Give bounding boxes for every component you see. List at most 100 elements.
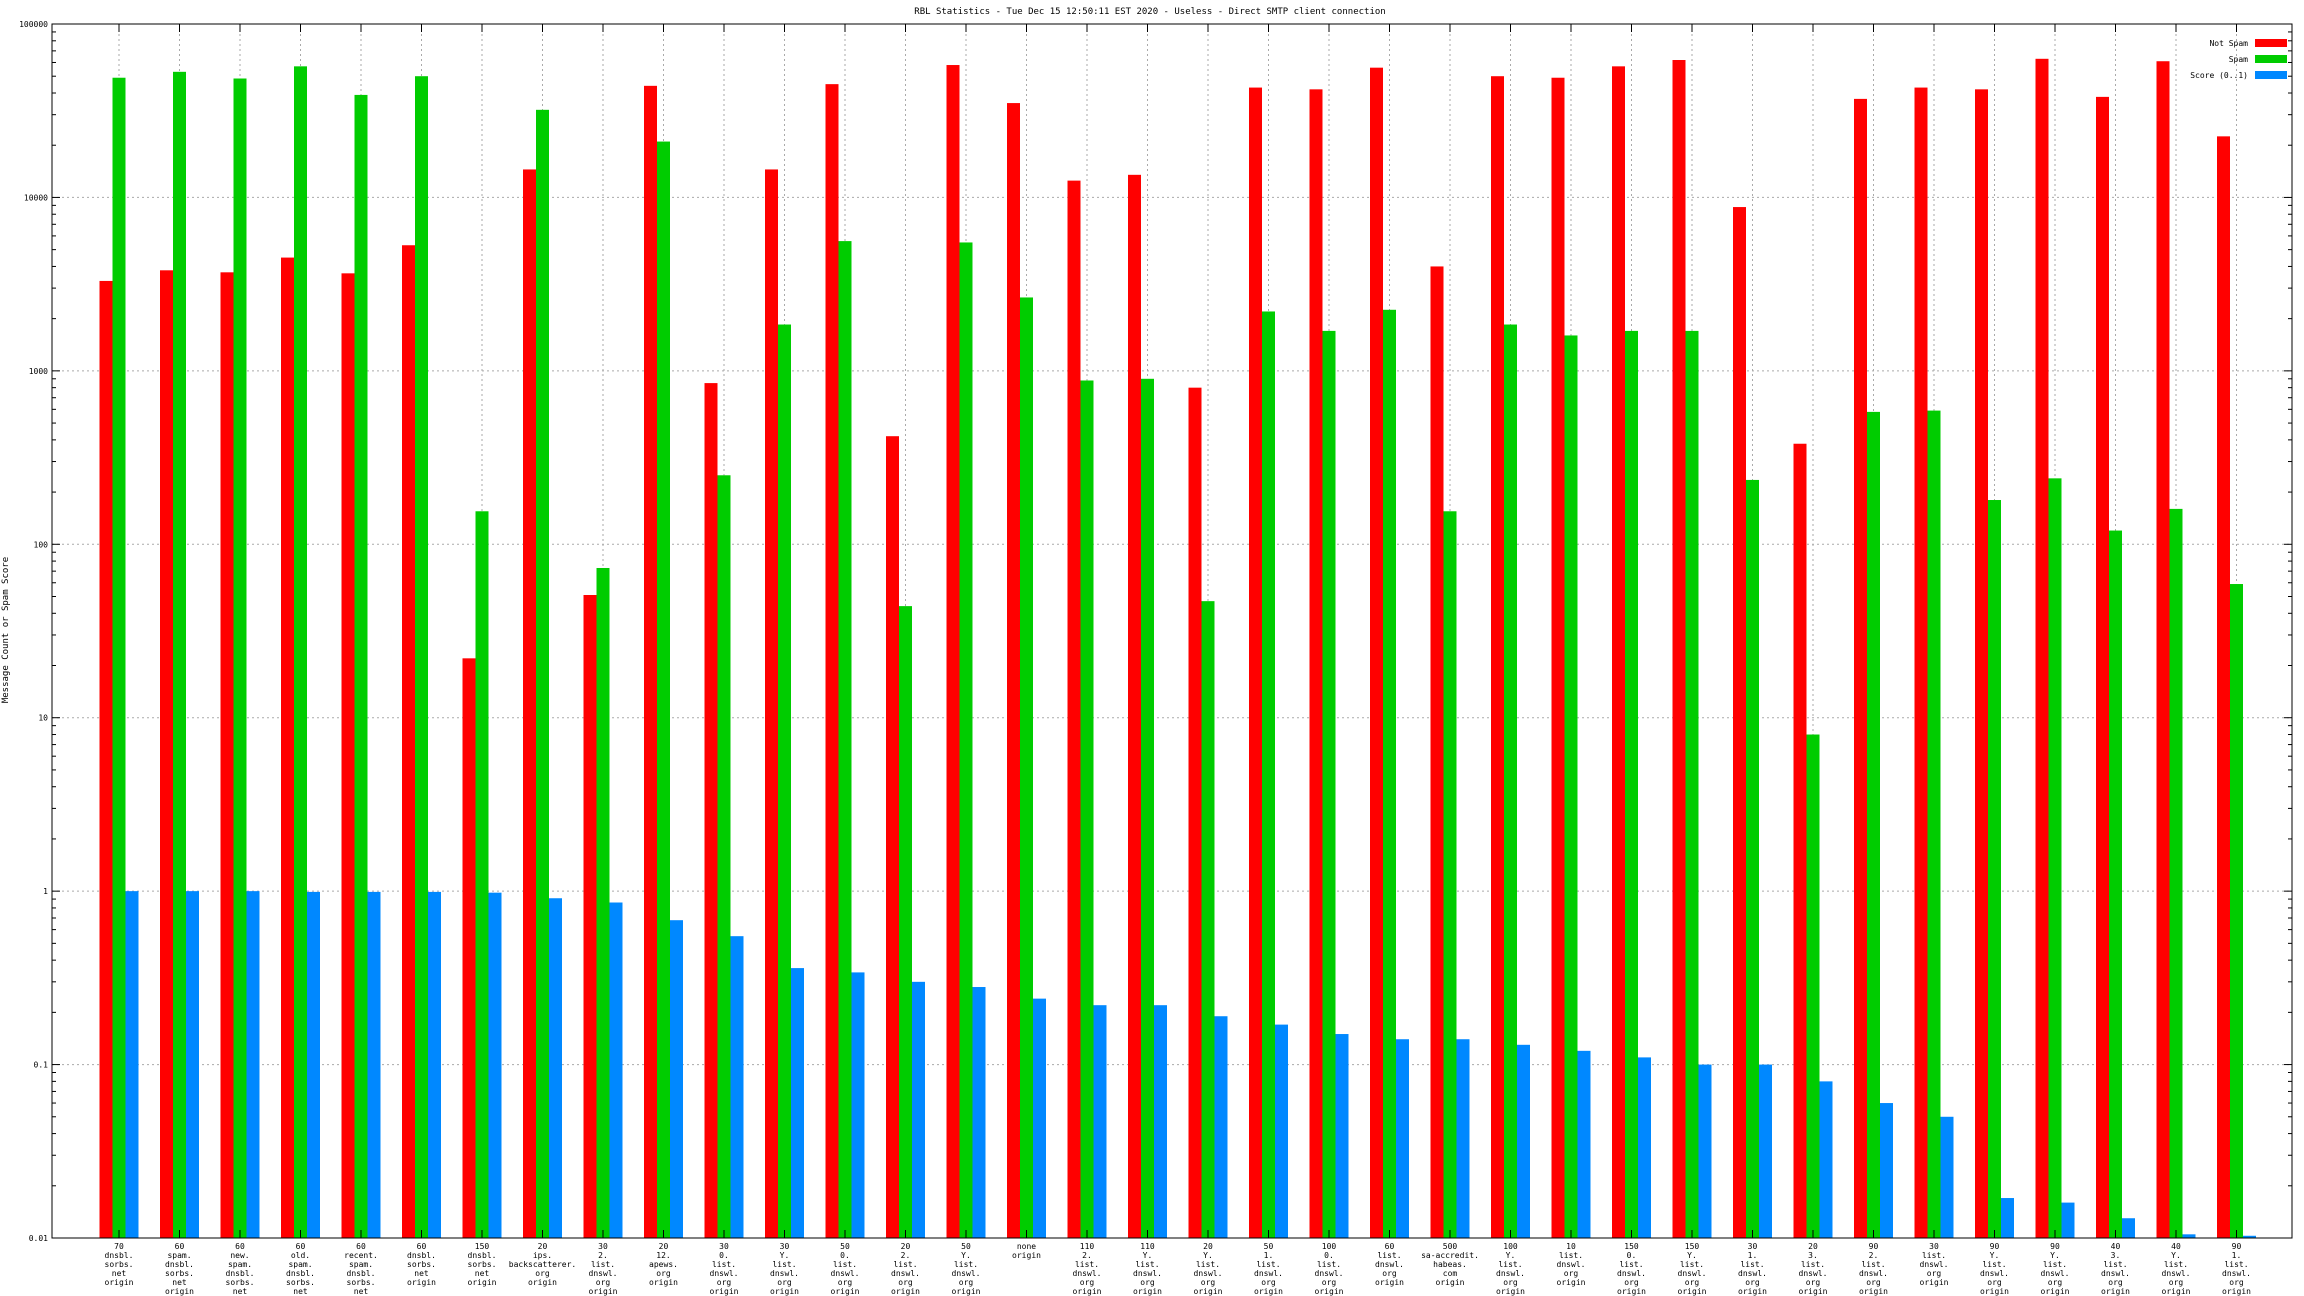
x-tick-label: org (535, 1269, 550, 1278)
y-tick-label: 100 (34, 540, 49, 549)
x-tick-label: dnswl. (1073, 1269, 1102, 1278)
x-tick-label: org (1503, 1278, 1518, 1287)
x-tick-label: origin (2162, 1287, 2191, 1296)
bar (1262, 311, 1275, 1238)
x-tick-label: 30 (1748, 1242, 1758, 1251)
x-tick-label: none (1017, 1242, 1036, 1251)
x-tick-label: Y. (1506, 1251, 1516, 1260)
x-tick-label: org (1685, 1278, 1700, 1287)
x-tick-label: 100 (1503, 1242, 1518, 1251)
bar (730, 936, 744, 1238)
x-tick-label: list. (591, 1260, 615, 1269)
x-tick-label: dnswl. (1496, 1269, 1525, 1278)
x-tick-label: 60 (296, 1242, 306, 1251)
x-tick-label: 60 (1385, 1242, 1395, 1251)
bar (1430, 266, 1444, 1238)
x-tick-label: 1. (2232, 1251, 2242, 1260)
bar (609, 902, 623, 1238)
x-tick-label: dnswl. (710, 1269, 739, 1278)
x-tick-label: org (1261, 1278, 1276, 1287)
x-tick-label: list. (2103, 1260, 2127, 1269)
x-tick-label: spam. (288, 1260, 312, 1269)
x-tick-label: com (1443, 1269, 1458, 1278)
y-tick-label: 10000 (24, 193, 48, 202)
x-tick-label: dnsbl. (105, 1251, 134, 1260)
y-tick-label: 100000 (19, 20, 48, 29)
x-tick-label: Y. (1990, 1251, 2000, 1260)
x-tick-label: origin (1012, 1251, 1041, 1260)
bar (596, 567, 610, 1238)
x-tick-label: list. (1801, 1260, 1825, 1269)
bar (2243, 1235, 2256, 1238)
x-tick-label: 150 (475, 1242, 490, 1251)
bar (173, 71, 186, 1238)
x-tick-label: 0. (719, 1251, 729, 1260)
x-tick-label: list. (1619, 1260, 1643, 1269)
x-tick-label: list. (772, 1260, 796, 1269)
x-tick-label: list. (1680, 1260, 1704, 1269)
x-ticks: 70dnsbl.sorbs.netorigin60spam.dnsbl.sorb… (105, 24, 2251, 1296)
x-tick-label: dnswl. (1254, 1269, 1283, 1278)
bar (1080, 380, 1094, 1238)
x-tick-label: 110 (1080, 1242, 1095, 1251)
x-tick-label: dnsbl. (407, 1251, 436, 1260)
bar (1880, 1103, 1893, 1238)
bar (791, 968, 804, 1238)
legend-swatch (2255, 39, 2287, 47)
x-tick-label: org (1564, 1269, 1579, 1278)
x-tick-label: net (475, 1269, 490, 1278)
x-tick-label: list. (1317, 1260, 1341, 1269)
x-tick-label: dnswl. (770, 1269, 799, 1278)
bar (778, 324, 791, 1238)
x-tick-label: list. (1498, 1260, 1522, 1269)
x-tick-label: origin (1194, 1287, 1223, 1296)
bar (1396, 1039, 1409, 1238)
x-tick-label: list. (833, 1260, 857, 1269)
x-tick-label: recent. (344, 1251, 378, 1260)
x-tick-label: list. (2224, 1260, 2248, 1269)
x-tick-label: 150 (1624, 1242, 1639, 1251)
bar (1672, 60, 1686, 1238)
x-tick-label: origin (165, 1287, 194, 1296)
x-tick-label: Y. (961, 1251, 971, 1260)
bar (1793, 443, 1807, 1238)
x-tick-label: origin (710, 1287, 739, 1296)
x-tick-label: list. (2043, 1260, 2067, 1269)
x-tick-label: 0. (1324, 1251, 1334, 1260)
x-tick-label: apews. (649, 1260, 678, 1269)
x-tick-label: org (1624, 1278, 1639, 1287)
x-tick-label: sorbs. (286, 1278, 315, 1287)
bar (886, 436, 899, 1238)
x-tick-label: backscatterer. (509, 1260, 576, 1269)
x-tick-label: 50 (1264, 1242, 1274, 1251)
bar (1733, 207, 1746, 1238)
bar (475, 511, 489, 1239)
bar (2035, 58, 2049, 1239)
x-tick-label: 0. (1627, 1251, 1637, 1260)
x-tick-label: Y. (1687, 1251, 1697, 1260)
x-tick-label: org (1806, 1278, 1821, 1287)
x-tick-label: dnswl. (1738, 1269, 1767, 1278)
bar (1759, 1064, 1772, 1238)
x-tick-label: sorbs. (165, 1269, 194, 1278)
x-tick-label: org (959, 1278, 974, 1287)
x-tick-label: origin (1133, 1287, 1162, 1296)
x-tick-label: habeas. (1433, 1260, 1467, 1269)
bar (1819, 1081, 1833, 1238)
bar (2096, 96, 2109, 1238)
x-tick-label: origin (1617, 1287, 1646, 1296)
bar (1564, 335, 1578, 1238)
bar (462, 658, 476, 1238)
x-tick-label: sorbs. (105, 1260, 134, 1269)
bar (1577, 1050, 1591, 1238)
x-tick-label: net (414, 1269, 429, 1278)
x-tick-label: origin (952, 1287, 981, 1296)
x-tick-label: org (1322, 1278, 1337, 1287)
x-tick-label: 20 (1203, 1242, 1213, 1251)
bar (838, 241, 852, 1238)
x-tick-label: 90 (2050, 1242, 2060, 1251)
x-tick-label: 1. (1264, 1251, 1274, 1260)
x-tick-label: origin (1073, 1287, 1102, 1296)
bar (959, 242, 973, 1238)
